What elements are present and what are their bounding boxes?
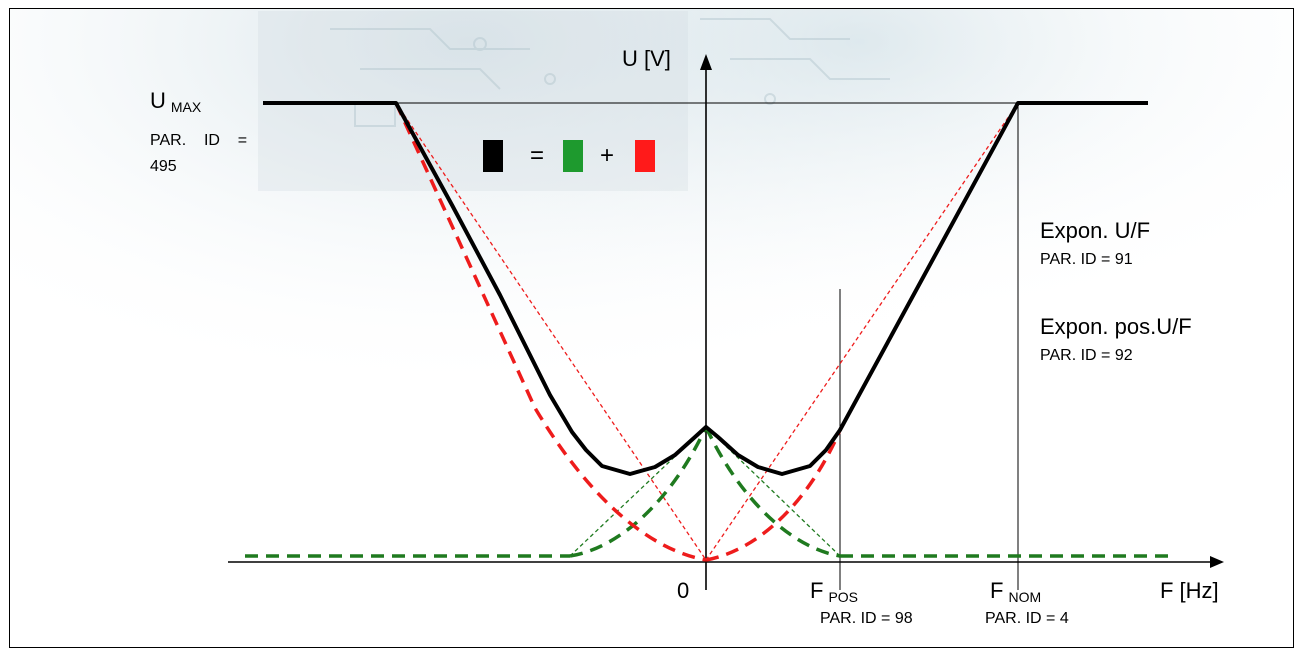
y-axis-arrow xyxy=(700,54,712,70)
f-nom-label: F NOM xyxy=(990,578,1042,605)
red-thin-dashed-left xyxy=(395,102,707,561)
x-axis-arrow xyxy=(1210,556,1224,568)
red-thin-dashed-right xyxy=(705,102,1019,561)
legend-plus: + xyxy=(600,142,615,169)
legend-red-swatch xyxy=(635,140,655,172)
u-max-par-line1: PAR. ID = xyxy=(150,132,248,149)
u-max-main: U xyxy=(150,88,166,113)
u-max-par-line2: 495 xyxy=(150,158,177,175)
u-max-subscript: MAX xyxy=(170,99,202,115)
expon-uf-par: PAR. ID = 91 xyxy=(1040,251,1133,268)
expon-pos-uf-par: PAR. ID = 92 xyxy=(1040,347,1133,364)
f-nom-subscript: NOM xyxy=(1008,589,1042,605)
y-axis-label: U [V] xyxy=(622,46,671,71)
expon-uf-title: Expon. U/F xyxy=(1040,218,1151,243)
f-pos-main: F xyxy=(810,578,824,603)
red-exponential-curve-right xyxy=(705,102,1020,562)
f-nom-par: PAR. ID = 4 xyxy=(985,610,1069,627)
legend-black-swatch xyxy=(483,140,503,172)
f-pos-subscript: POS xyxy=(828,589,859,605)
red-exponential-curve-left xyxy=(394,102,707,562)
legend-green-swatch xyxy=(563,140,583,172)
green-exponential-curve-right xyxy=(704,426,841,558)
x-axis-label: F [Hz] xyxy=(1160,578,1219,603)
f-nom-main: F xyxy=(990,578,1004,603)
total-voltage-curve xyxy=(263,101,1148,476)
legend-equals: = xyxy=(530,142,545,169)
diagram-frame xyxy=(9,8,1294,648)
f-pos-par: PAR. ID = 98 xyxy=(820,610,913,627)
circuit-board-background xyxy=(10,9,1293,647)
green-exponential-curve-left xyxy=(569,426,708,558)
u-max-label: U MAX xyxy=(150,88,202,115)
expon-pos-uf-title: Expon. pos.U/F xyxy=(1040,314,1192,339)
f-pos-label: F POS xyxy=(810,578,859,605)
origin-label: 0 xyxy=(677,578,690,603)
